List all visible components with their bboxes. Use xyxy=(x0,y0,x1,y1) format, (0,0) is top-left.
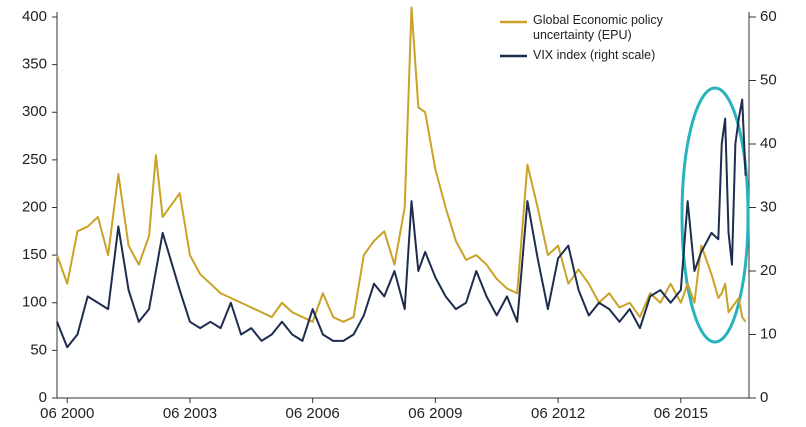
legend-label: Global Economic policy uncertainty (EPU) xyxy=(533,13,663,42)
x-tick-label: 06 2015 xyxy=(654,405,708,422)
y2-tick-label: 50 xyxy=(760,71,777,88)
y-tick-label: 100 xyxy=(22,294,47,311)
y-tick-label: 200 xyxy=(22,198,47,215)
y2-tick-label: 60 xyxy=(760,8,777,25)
highlight-ellipse xyxy=(680,86,750,344)
x-tick-label: 06 2006 xyxy=(286,405,340,422)
y2-tick-label: 0 xyxy=(760,389,768,406)
y2-tick-label: 20 xyxy=(760,262,777,279)
y2-tick-label: 30 xyxy=(760,198,777,215)
y-tick-label: 50 xyxy=(30,341,47,358)
legend-label: VIX index (right scale) xyxy=(533,48,656,62)
y-tick-label: 400 xyxy=(22,8,47,25)
x-tick-label: 06 2012 xyxy=(531,405,585,422)
x-tick-label: 06 2003 xyxy=(163,405,217,422)
y-tick-label: 150 xyxy=(22,246,47,263)
y-tick-label: 0 xyxy=(39,389,47,406)
x-tick-label: 06 2009 xyxy=(408,405,462,422)
x-tick-label: 06 2000 xyxy=(40,405,94,422)
y2-tick-label: 40 xyxy=(760,135,777,152)
y2-tick-label: 10 xyxy=(760,325,777,342)
y-tick-label: 250 xyxy=(22,151,47,168)
y-tick-label: 300 xyxy=(22,103,47,120)
y-tick-label: 350 xyxy=(22,56,47,73)
series-line xyxy=(56,98,747,349)
series-line xyxy=(56,6,747,323)
